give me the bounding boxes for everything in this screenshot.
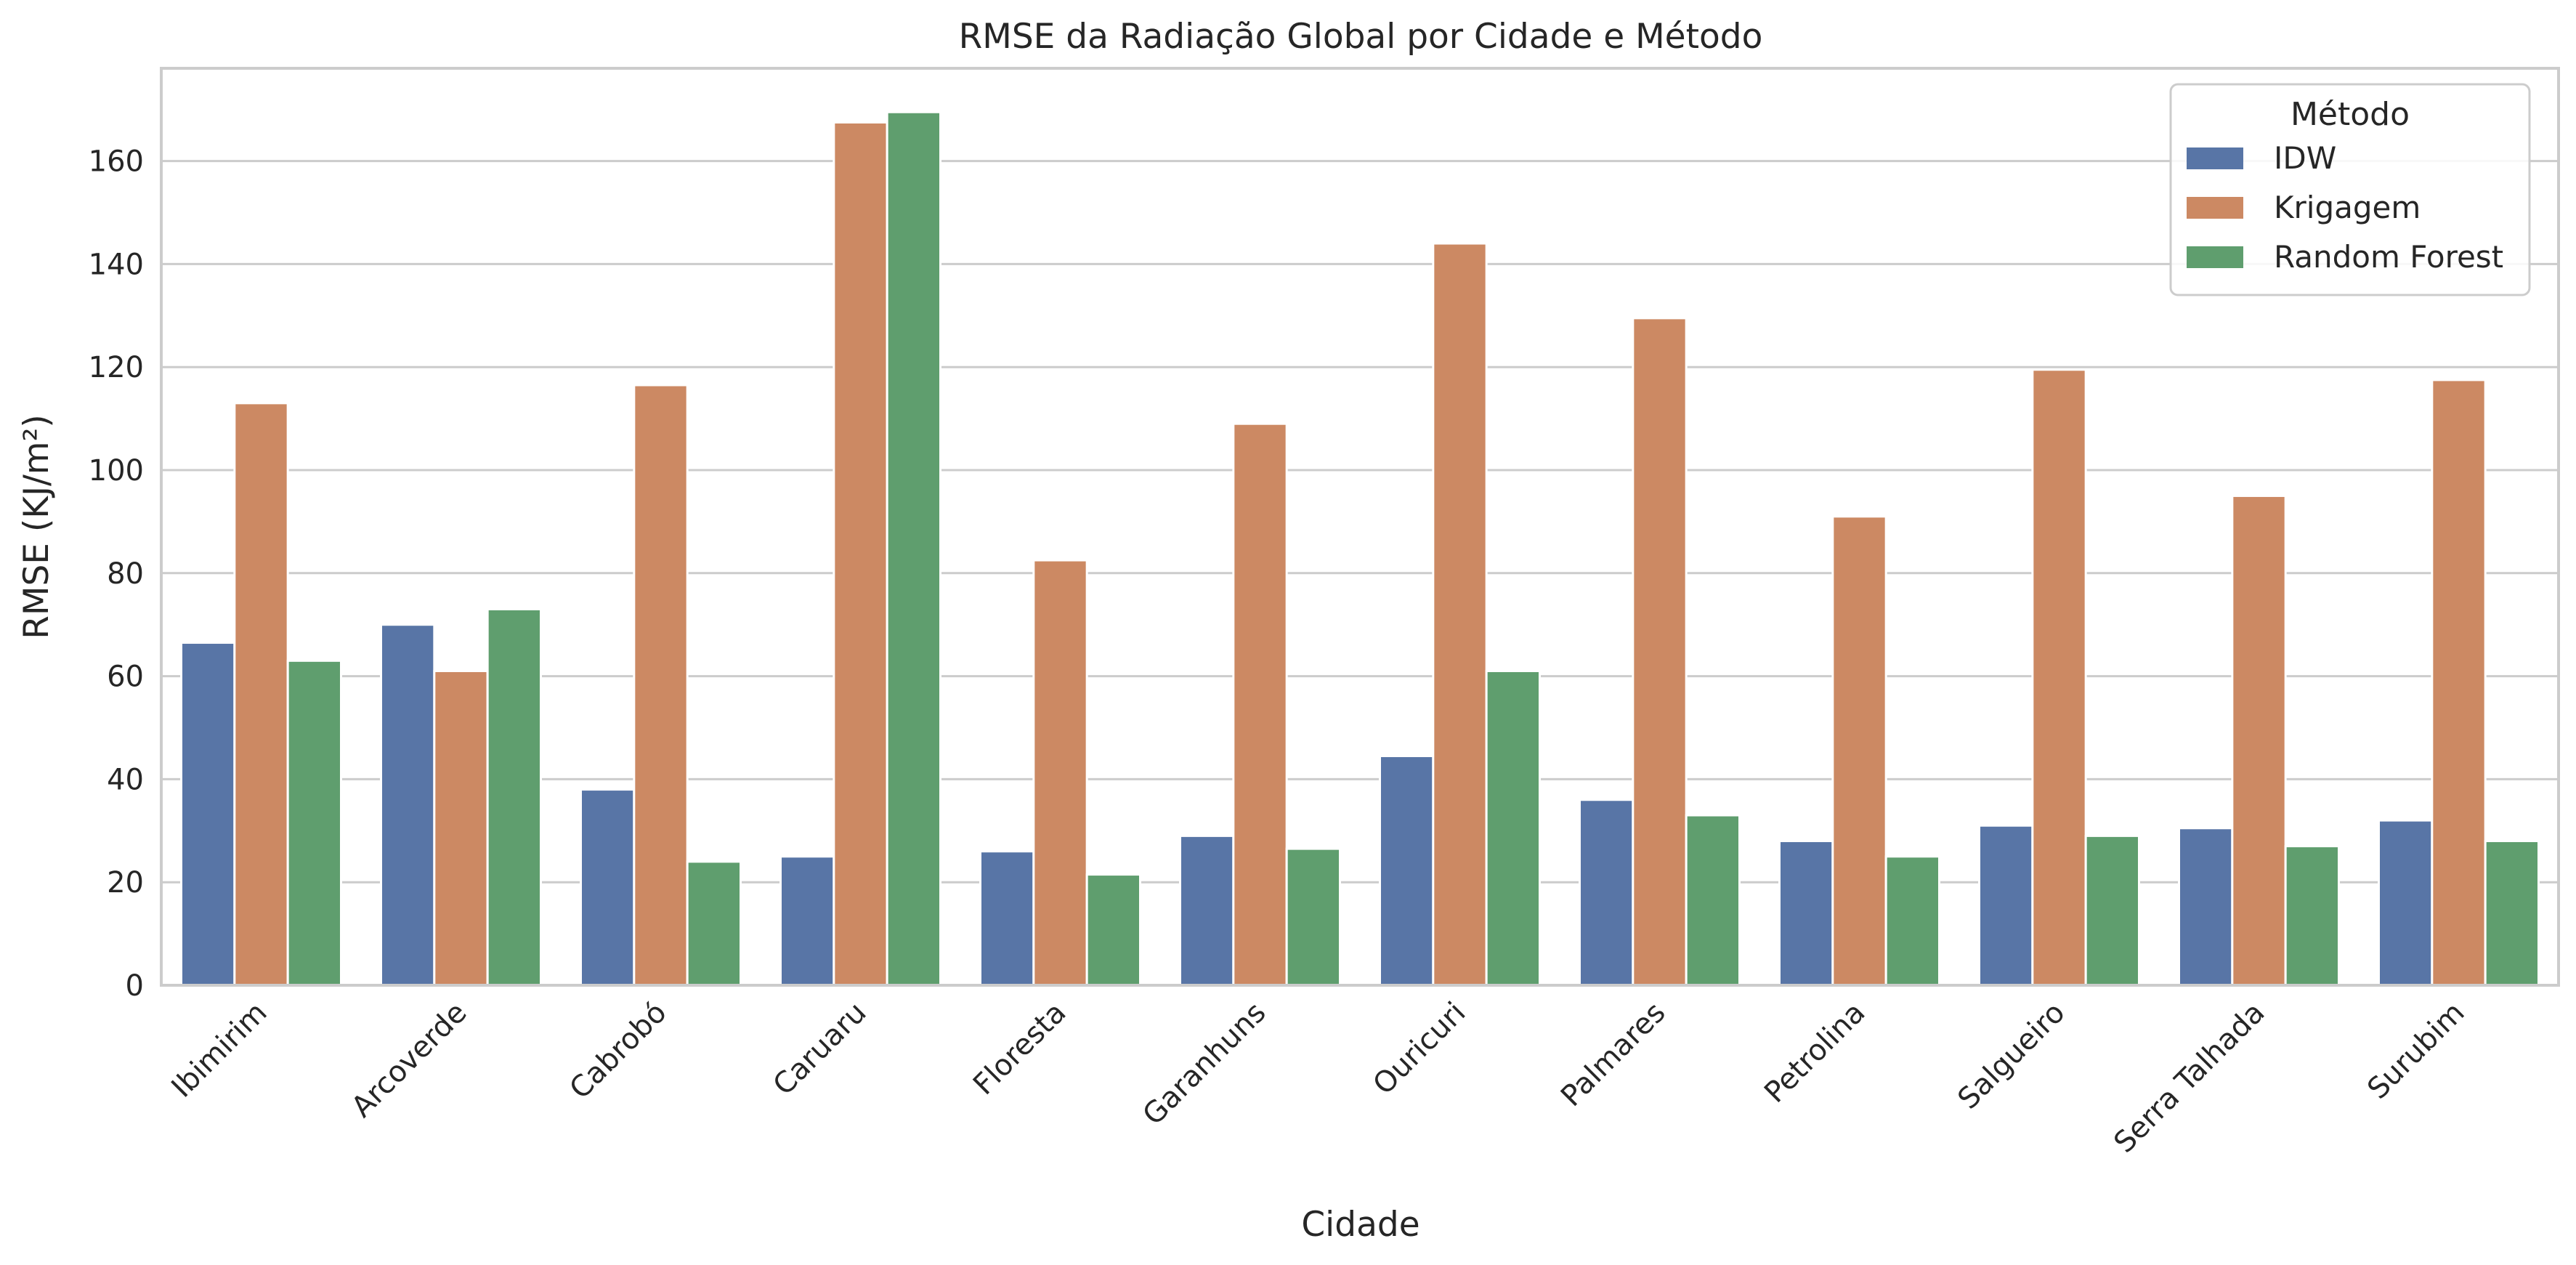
bar-idw — [2378, 819, 2434, 987]
bar-krigagem — [2231, 494, 2287, 987]
bar-idw — [1978, 824, 2034, 987]
legend: Método IDW Krigagem Random Forest — [2169, 83, 2531, 296]
bar-idw — [1579, 799, 1635, 987]
chart-title: RMSE da Radiação Global por Cidade e Mét… — [959, 17, 1763, 57]
bar-random-forest — [486, 607, 543, 987]
legend-label: Random Forest — [2274, 239, 2503, 275]
bar-krigagem — [433, 670, 489, 987]
gridlines — [161, 160, 2559, 987]
bar-idw — [1778, 839, 1834, 987]
bar-idw — [1179, 834, 1235, 987]
bar-krigagem — [1232, 422, 1288, 987]
bar-krigagem — [1632, 317, 1688, 987]
y-tick-label: 140 — [89, 248, 144, 281]
bar-krigagem — [2431, 379, 2487, 987]
x-tick-label: Surubim — [2361, 996, 2471, 1106]
x-tick-label: Garanhuns — [1136, 996, 1272, 1132]
bar-krigagem — [233, 402, 289, 987]
bar-krigagem — [1831, 515, 1887, 987]
bar-krigagem — [833, 121, 888, 987]
bar-random-forest — [1085, 873, 1141, 987]
legend-swatch — [2187, 197, 2243, 219]
x-tick-label: Cabrobó — [563, 996, 673, 1106]
bar-krigagem — [1032, 559, 1088, 987]
bar-random-forest — [1485, 670, 1541, 987]
bar-idw — [2178, 827, 2234, 987]
bar-random-forest — [2484, 839, 2540, 987]
y-tick-label: 40 — [107, 763, 144, 796]
y-tick-label: 160 — [89, 145, 144, 179]
bar-idw — [180, 642, 236, 987]
bar-idw — [779, 855, 835, 987]
bar-random-forest — [686, 860, 742, 987]
bar-idw — [580, 788, 636, 987]
bar-random-forest — [1685, 814, 1741, 987]
bar-random-forest — [2084, 834, 2141, 987]
legend-label: Krigagem — [2274, 190, 2421, 225]
bar-random-forest — [1285, 847, 1341, 987]
x-tick-label: Serra Talhada — [2107, 996, 2271, 1160]
bar-random-forest — [2284, 845, 2341, 987]
x-tick-label: Arcoverde — [345, 996, 473, 1124]
bar-random-forest — [886, 110, 941, 987]
y-tick-label: 20 — [107, 866, 144, 900]
bar-idw — [979, 850, 1035, 987]
y-axis-label: RMSE (KJ/m²) — [17, 414, 57, 639]
y-tick-label: 0 — [126, 969, 144, 1003]
y-tick-labels: 0 20 40 60 80 100 120 140 160 — [89, 145, 144, 1003]
x-tick-labels: Ibimirim Arcoverde Cabrobó Caruaru Floresta G… — [165, 996, 2471, 1160]
x-tick-label: Salgueiro — [1951, 996, 2071, 1116]
bars — [180, 110, 2540, 987]
x-tick-label: Caruaru — [767, 996, 873, 1102]
bar-idw — [380, 623, 436, 987]
legend-box — [2169, 83, 2531, 296]
legend-items: IDW Krigagem Random Forest — [2187, 140, 2503, 275]
x-tick-label: Ouricuri — [1366, 996, 1472, 1102]
y-tick-label: 80 — [107, 557, 144, 591]
y-tick-label: 60 — [107, 660, 144, 694]
bar-random-forest — [286, 659, 342, 987]
x-tick-label: Ibimirim — [165, 996, 273, 1104]
x-tick-label: Palmares — [1555, 996, 1672, 1114]
x-tick-label: Floresta — [967, 996, 1073, 1102]
y-tick-label: 120 — [89, 351, 144, 384]
legend-label: IDW — [2274, 140, 2336, 176]
bar-idw — [1379, 755, 1435, 987]
plot-frame — [160, 67, 2560, 987]
bar-random-forest — [1884, 855, 1941, 987]
bar-krigagem — [1432, 242, 1488, 987]
legend-title: Método — [2291, 96, 2410, 133]
x-tick-label: Petrolina — [1758, 996, 1871, 1110]
legend-swatch — [2187, 147, 2243, 169]
bar-krigagem — [2031, 368, 2087, 987]
x-axis-label: Cidade — [1301, 1205, 1419, 1245]
y-tick-label: 100 — [89, 454, 144, 488]
legend-swatch — [2187, 246, 2243, 268]
bar-krigagem — [633, 384, 689, 987]
